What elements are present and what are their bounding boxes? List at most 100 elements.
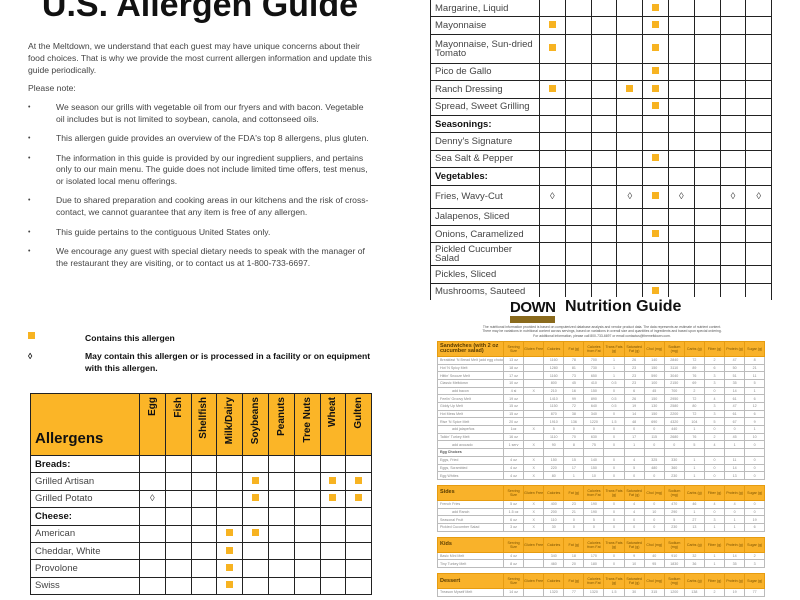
nutrition-value: [502, 448, 525, 457]
nutrition-value: 40: [643, 551, 665, 561]
nutrition-value: 23: [623, 378, 645, 388]
nutrition-table-dessert: Dessert Serving Size Gluten Free Calories Fa…: [437, 573, 766, 597]
nutrition-value: 10: [583, 471, 605, 480]
allergen-cell: [564, 16, 592, 35]
allergen-cell: [164, 541, 192, 561]
allergen-column-label: Milk/Dairy: [224, 397, 236, 445]
column-header: Protein (g): [724, 340, 746, 357]
allergen-cell: [719, 224, 747, 244]
allergen-cell: [139, 576, 166, 596]
item-name: Eggs, Fried: [437, 455, 504, 465]
nutrition-value: 0: [703, 386, 726, 396]
nutrition-value: 150: [643, 363, 665, 373]
allergen-cell: [642, 33, 669, 64]
column-header: Fat (g): [563, 484, 585, 501]
nutrition-value: 8: [744, 355, 766, 365]
allergen-cell: [642, 97, 669, 116]
column-header: Carbs (g): [683, 536, 705, 553]
nutrition-value: 19: [724, 588, 746, 597]
nutrition-value: 1: [744, 425, 766, 434]
nutrition-value: 1830: [663, 559, 685, 568]
allergen-cell: [745, 149, 773, 169]
allergen-cell: [693, 16, 721, 35]
legend-contains-label: Contains this allergen: [85, 333, 175, 343]
allergen-column-label: Wheat: [327, 397, 339, 427]
may-contain-icon: ◊: [550, 191, 555, 203]
nutrition-value: 1280: [543, 363, 565, 373]
nutrition-value: 2150: [663, 378, 685, 388]
allergen-cell: [616, 16, 644, 35]
nutrition-value: 17: [563, 463, 585, 473]
allergen-table: Allergens Egg Fish Shellfish Milk/Dairy Soybe…: [30, 393, 373, 596]
nutrition-table-sides: Sides Serving Size Gluten Free Calories Fat …: [437, 484, 766, 532]
allergen-cell: [539, 132, 566, 151]
allergen-cell: [190, 472, 218, 491]
allergen-cell: ◊: [745, 184, 773, 209]
allergen-cell: [345, 559, 373, 578]
nutrition-value: 19: [623, 402, 645, 411]
nutrition-value: X: [523, 425, 545, 434]
item-name: Breakfast 'N Bread Melt (add egg choice): [437, 355, 504, 365]
allergen-row: Swiss: [30, 576, 373, 596]
nutrition-row: add avocado 1 serv X 90 8 75 0 1 0 0 5 4 1 0: [437, 440, 766, 450]
page-title: U.S. Allergen Guide: [41, 0, 359, 24]
nutrition-value: 150: [543, 455, 565, 465]
nutrition-value: 1: [603, 363, 625, 373]
column-header: Sugar (g): [744, 573, 766, 590]
allergen-cell: [590, 33, 618, 64]
nutrition-value: 51: [724, 371, 746, 380]
nutrition-value: 0: [583, 522, 605, 532]
nutrition-value: 0: [603, 425, 625, 434]
allergen-cell: ◊: [667, 184, 695, 209]
nutrition-value: 47: [724, 402, 746, 411]
nutrition-value: 130: [643, 402, 665, 411]
allergen-cell: [293, 541, 321, 561]
nutrition-value: 4: [623, 455, 645, 465]
column-header: Gluten Free: [523, 484, 545, 501]
allergen-row: Ranch Dressing: [430, 80, 773, 99]
allergen-cell: [693, 114, 721, 134]
allergen-column-header: Wheat: [319, 393, 347, 456]
allergen-column-label: Tree Nuts: [301, 397, 313, 443]
allergen-cell: ◊: [616, 184, 644, 209]
nutrition-value: 78: [563, 355, 585, 365]
item-name: Jalapenos, Sliced: [430, 207, 540, 226]
nutrition-value: 480: [643, 463, 665, 473]
column-header: Fat (g): [563, 536, 585, 553]
allergen-cell: [539, 224, 566, 244]
column-header: Fiber (g): [703, 484, 726, 501]
nutrition-value: 230: [663, 522, 685, 532]
contains-icon: [652, 84, 660, 92]
allergen-cell: [242, 524, 269, 543]
nutrition-value: 15 oz: [502, 402, 525, 411]
nutrition-value: 1.5 oz: [502, 507, 525, 517]
nutrition-value: 0: [703, 463, 726, 473]
nutrition-value: 440: [663, 425, 685, 434]
section-name: Sides: [437, 484, 504, 501]
nutrition-value: 3: [703, 515, 726, 524]
nutrition-row: add Ranch 1.5 oz X 200 21 190 0 4 10 290 1 0 0 0: [437, 507, 766, 517]
nutrition-value: 23: [623, 363, 645, 373]
column-header: Calories from Fat: [583, 573, 605, 590]
nutrition-row: add bacon 4 sl X 210 16 150 0 6 45 700 2 0 14 1: [437, 386, 766, 396]
allergen-cell: [345, 541, 373, 561]
note-item: This guide pertains to the contiguous Un…: [28, 227, 373, 239]
nutrition-value: 1: [724, 522, 746, 532]
nutrition-value: 6: [703, 363, 726, 373]
allergen-row: Margarine, Liquid: [430, 0, 773, 18]
allergen-cell: [693, 0, 721, 18]
contains-icon: [355, 477, 363, 485]
allergen-cell: [539, 242, 566, 267]
contains-icon: [226, 564, 234, 572]
allergen-cell: [267, 454, 295, 474]
nutrition-value: 0: [724, 507, 746, 517]
allergen-cell: [539, 80, 566, 99]
allergen-cell: [190, 576, 218, 596]
allergen-cell: [745, 207, 773, 226]
allergen-row: Onions, Caramelized: [430, 224, 773, 244]
allergen-row: Mayonnaise: [430, 16, 773, 35]
column-header: Protein (g): [724, 536, 746, 553]
nutrition-value: 0: [643, 425, 665, 434]
allergen-cell: [667, 33, 695, 64]
allergen-cell: [190, 507, 218, 526]
